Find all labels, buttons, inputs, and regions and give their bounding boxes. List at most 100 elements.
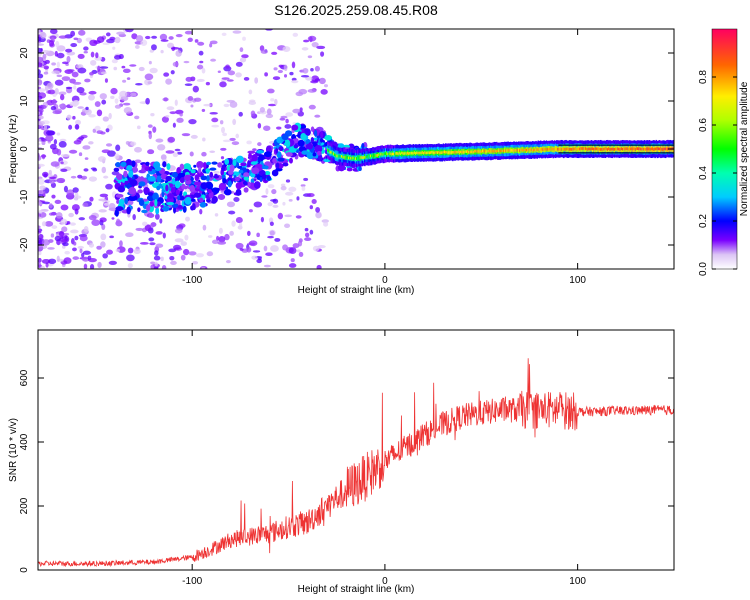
- spectrogram-noise-blob: [113, 55, 122, 60]
- spectrogram-noise-blob: [102, 253, 108, 259]
- spectrogram-ridge-band: [568, 147, 571, 151]
- spectrogram-noise-blob: [190, 134, 198, 139]
- spectrogram-noise-blob: [232, 118, 237, 126]
- spectrogram-ytick-label: 10: [19, 95, 30, 107]
- spectrogram-ridge-blob: [173, 206, 177, 214]
- spectrogram-noise-blob: [273, 67, 278, 71]
- spectrogram-noise-blob: [263, 264, 271, 268]
- spectrogram-ridge-blob: [262, 173, 267, 180]
- spectrogram-noise-blob: [125, 140, 130, 145]
- snr-xtick-label: -100: [182, 576, 202, 587]
- spectrogram-ridge-blob: [194, 174, 199, 182]
- spectrogram-noise-blob: [284, 124, 292, 129]
- spectrogram-noise-blob: [170, 260, 177, 266]
- spectrogram-ridge-band: [488, 149, 491, 153]
- spectrogram-noise-blob: [148, 60, 152, 65]
- spectrogram-ridge-band: [606, 148, 609, 151]
- spectrogram-noise-blob: [188, 118, 197, 125]
- spectrogram-ridge-band: [628, 147, 631, 151]
- spectrogram-noise-blob: [295, 215, 302, 219]
- spectrogram-noise-blob: [38, 251, 42, 256]
- spectrogram-noise-blob: [74, 124, 80, 130]
- spectrogram-ridge-band: [406, 151, 409, 155]
- spectrogram-noise-blob: [300, 74, 310, 78]
- spectrogram-ridge-band: [369, 154, 372, 158]
- spectrogram-ridge-band: [484, 149, 486, 153]
- spectrogram-noise-blob: [159, 218, 163, 224]
- spectrogram-noise-blob: [38, 142, 41, 146]
- spectrogram-noise-blob: [135, 82, 143, 86]
- spectrogram-noise-blob: [54, 88, 59, 95]
- snr-frame: [37, 329, 675, 571]
- spectrogram-noise-blob: [167, 42, 174, 49]
- spectrogram-noise-blob: [60, 168, 68, 173]
- spectrogram-noise-blob: [166, 106, 175, 111]
- spectrogram-noise-blob: [70, 30, 76, 37]
- spectrogram-noise-blob: [122, 102, 131, 106]
- spectrogram-noise-blob: [147, 149, 155, 155]
- spectrogram-noise-blob: [101, 149, 111, 154]
- spectrogram-ridge-band: [505, 149, 507, 153]
- spectrogram-noise-blob: [65, 48, 73, 53]
- snr-ytick-label: 400: [19, 433, 30, 450]
- spectrogram-noise-blob: [88, 176, 98, 182]
- spectrogram-noise-blob: [73, 37, 79, 41]
- spectrogram-ridge-band: [543, 148, 545, 152]
- spectrogram-noise-blob: [49, 176, 57, 180]
- spectrogram-ridge-blob: [115, 193, 124, 198]
- spectrogram-ridge-band: [383, 152, 386, 155]
- spectrogram-noise-blob: [274, 98, 278, 106]
- spectrogram-ridge-band: [573, 147, 575, 151]
- spectrogram-xtick-label: 100: [569, 275, 586, 286]
- spectrogram-noise-blob: [309, 205, 314, 210]
- spectrogram-noise-blob: [256, 232, 260, 238]
- spectrogram-noise-blob: [99, 217, 107, 223]
- spectrogram-ridge-band: [397, 152, 400, 156]
- spectrogram-ridge-band: [427, 151, 430, 154]
- spectrogram-ridge-blob: [174, 180, 181, 189]
- spectrogram-ridge-band: [575, 147, 578, 151]
- spectrogram-ridge-band: [541, 147, 543, 151]
- spectrogram-ridge-band: [508, 149, 511, 152]
- spectrogram-noise-blob: [160, 39, 169, 42]
- spectrogram-ridge-band: [342, 155, 344, 159]
- spectrogram-ridge-blob: [175, 189, 180, 196]
- spectrogram-noise-blob: [282, 244, 288, 251]
- spectrogram-ridge-blob: [193, 192, 202, 198]
- spectrogram-ridge-band: [598, 147, 601, 151]
- spectrogram-noise-blob: [278, 64, 284, 68]
- spectrogram-ridge-band: [373, 154, 375, 157]
- spectrogram-noise-blob: [69, 222, 76, 226]
- spectrogram-noise-blob: [241, 54, 249, 59]
- spectrogram-ridge-blob: [209, 171, 214, 178]
- spectrogram-ridge-band: [464, 150, 467, 153]
- spectrogram-noise-blob: [140, 39, 148, 46]
- spectrogram-ridge-blob: [304, 128, 309, 134]
- spectrogram-noise-blob: [88, 90, 97, 95]
- spectrogram-noise-blob: [235, 133, 240, 139]
- spectrogram-noise-blob: [218, 227, 223, 234]
- spectrogram-noise-blob: [111, 217, 115, 220]
- spectrogram-ridge-band: [557, 147, 559, 151]
- spectrogram-noise-blob: [139, 241, 149, 245]
- spectrogram-ridge-blob: [361, 142, 365, 149]
- spectrogram-noise-blob: [251, 255, 258, 260]
- spectrogram-ridge-blob: [115, 206, 124, 212]
- spectrogram-noise-blob: [180, 254, 186, 261]
- spectrogram-ridge-blob: [193, 181, 201, 186]
- spectrogram-noise-blob: [38, 257, 42, 263]
- spectrogram-noise-blob: [243, 76, 250, 81]
- spectrogram-ridge-band: [456, 150, 459, 154]
- spectrogram-noise-blob: [38, 138, 42, 142]
- spectrogram-ridge-band: [636, 147, 639, 150]
- spectrogram-noise-blob: [151, 44, 157, 51]
- spectrogram-noise-blob: [52, 110, 62, 115]
- colorbar-tick-label: 0.2: [698, 214, 709, 228]
- spectrogram-noise-blob: [38, 231, 42, 234]
- spectrogram-noise-blob: [38, 111, 41, 116]
- spectrogram-ridge-band: [594, 147, 596, 151]
- snr-series-line: [38, 358, 674, 568]
- spectrogram-noise-blob: [209, 40, 218, 45]
- spectrogram-ridge-blob: [259, 177, 263, 183]
- spectrogram-ridge-band: [612, 147, 615, 151]
